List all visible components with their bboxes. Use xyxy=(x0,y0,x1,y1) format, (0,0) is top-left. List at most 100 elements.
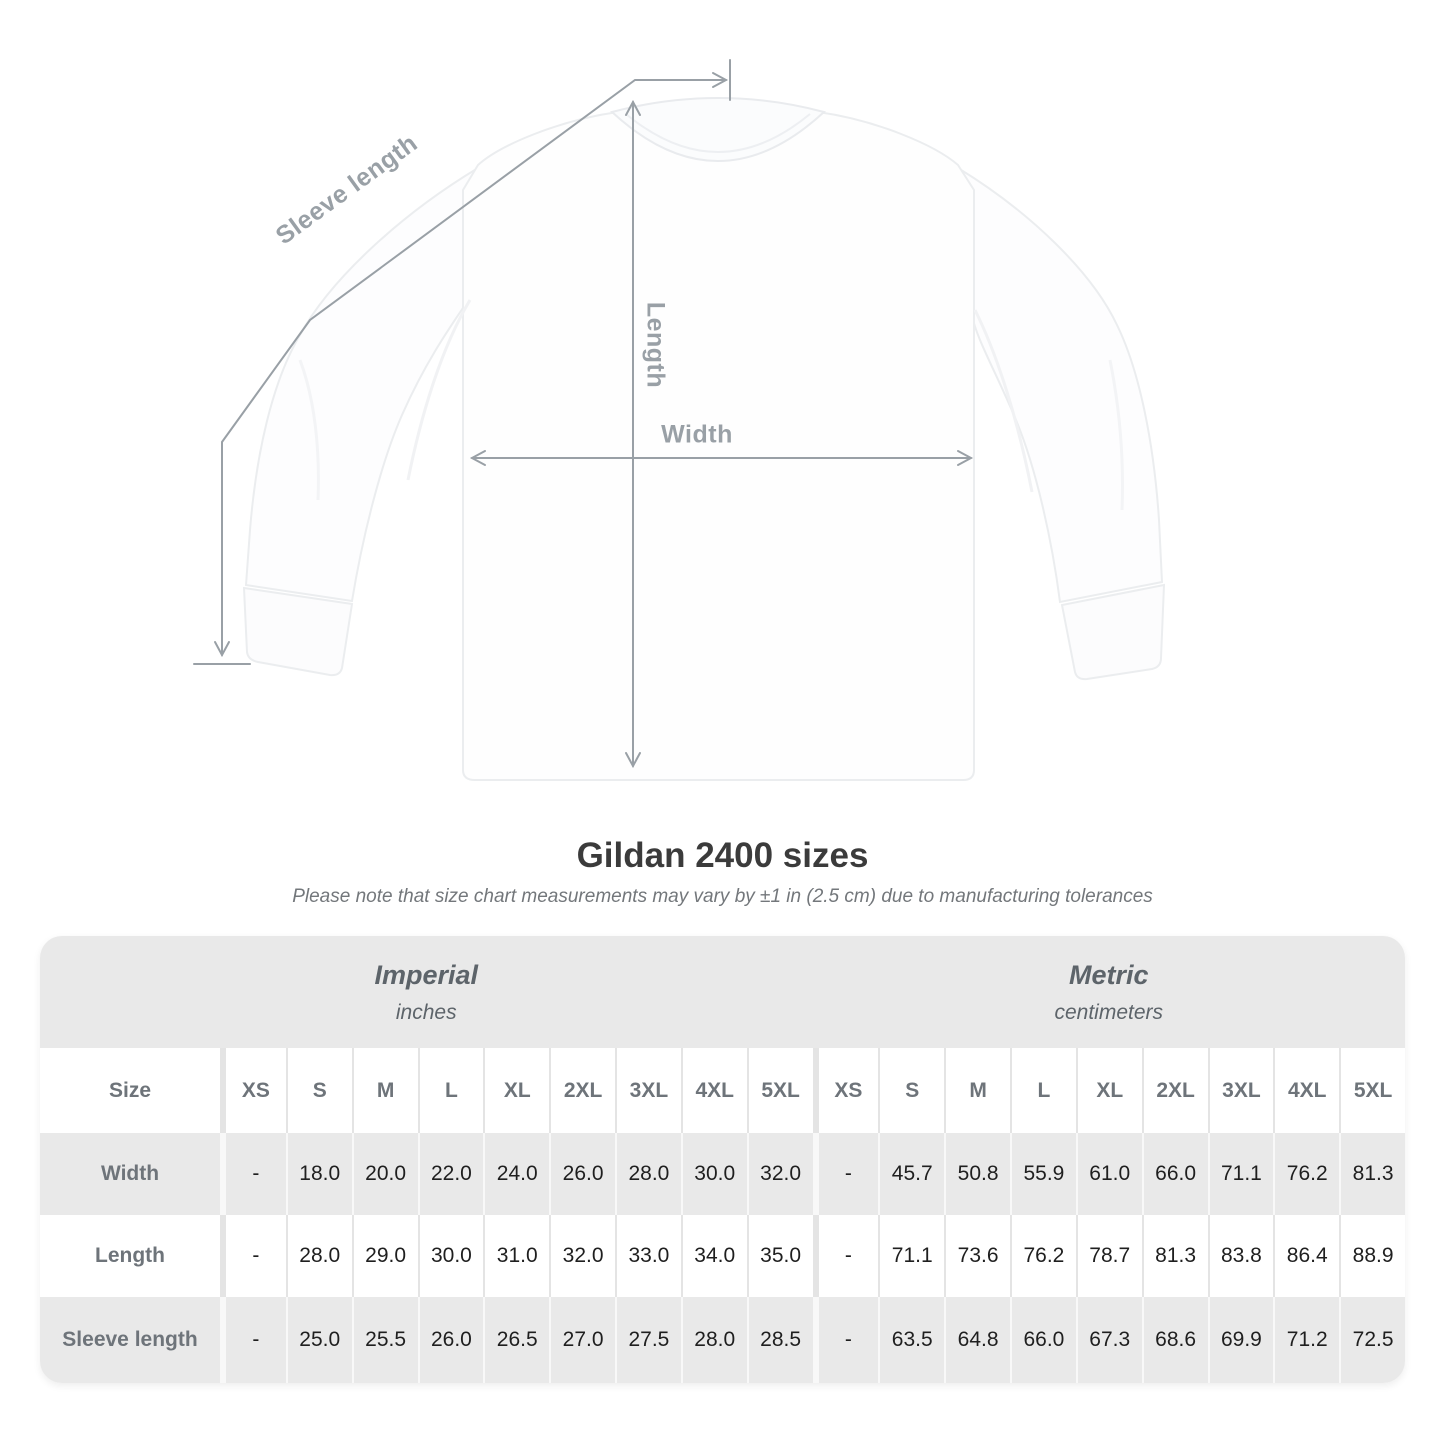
fabric-fold xyxy=(406,299,472,481)
table-cell: 28.0 xyxy=(285,1215,352,1297)
size-header: M xyxy=(944,1048,1010,1133)
table-cell: 69.9 xyxy=(1207,1297,1274,1383)
table-cell: 81.3 xyxy=(1141,1215,1208,1297)
table-cell: 26.0 xyxy=(417,1297,484,1383)
table-cell: 76.2 xyxy=(1010,1215,1076,1297)
table-cell: 86.4 xyxy=(1273,1215,1340,1297)
shirt-collar xyxy=(609,97,827,162)
size-header: M xyxy=(351,1048,418,1133)
table-cell: 71.2 xyxy=(1273,1297,1340,1383)
shirt-right-cuff xyxy=(1060,583,1166,681)
size-header: 5XL xyxy=(746,1048,813,1133)
size-header: L xyxy=(1010,1048,1076,1133)
size-header: L xyxy=(417,1048,484,1133)
table-cell: 33.0 xyxy=(615,1215,681,1297)
table-cell: 34.0 xyxy=(680,1215,747,1297)
size-header: XS xyxy=(812,1048,879,1133)
table-cell: 28.0 xyxy=(615,1133,681,1215)
table-cell: 18.0 xyxy=(285,1133,352,1215)
table-cell: 66.0 xyxy=(1010,1297,1076,1383)
size-header: XL xyxy=(483,1048,550,1133)
page-title: Gildan 2400 sizes xyxy=(576,836,869,875)
table-cell: 78.7 xyxy=(1075,1215,1142,1297)
sleeve-length-line xyxy=(221,79,727,656)
table-cell: 50.8 xyxy=(944,1133,1010,1215)
table-cell: 71.1 xyxy=(1207,1133,1274,1215)
table-cell: 64.8 xyxy=(944,1297,1010,1383)
length-arrow-up xyxy=(625,99,641,116)
table-cell: 72.5 xyxy=(1339,1297,1405,1383)
size-header: 3XL xyxy=(615,1048,681,1133)
size-header: 4XL xyxy=(1273,1048,1340,1133)
size-header: 2XL xyxy=(549,1048,615,1133)
size-header: 4XL xyxy=(680,1048,747,1133)
table-cell: 30.0 xyxy=(680,1133,747,1215)
unit-group-imperial-unit: inches xyxy=(395,1000,457,1024)
table-cell: - xyxy=(812,1215,879,1297)
table-cell: 26.5 xyxy=(483,1297,550,1383)
table-cell: 83.8 xyxy=(1207,1215,1274,1297)
table-cell: 67.3 xyxy=(1075,1297,1142,1383)
shirt-right-sleeve xyxy=(956,165,1164,604)
fabric-fold xyxy=(298,359,320,501)
size-header: 3XL xyxy=(1207,1048,1274,1133)
size-header: XL xyxy=(1075,1048,1142,1133)
unit-group-imperial: Imperial inches xyxy=(40,936,813,1048)
shirt-illustration xyxy=(193,59,1166,781)
shirt-measurement-diagram: Sleeve length Length Width xyxy=(193,59,1166,781)
unit-group-metric-name: Metric xyxy=(1068,959,1149,990)
table-cell: 20.0 xyxy=(351,1133,418,1215)
table-cell: 27.0 xyxy=(549,1297,615,1383)
table-cell: 45.7 xyxy=(878,1133,945,1215)
size-table: Imperial inches Metric centimeters Size … xyxy=(40,936,1405,1383)
row-label-width: Width xyxy=(40,1133,220,1215)
table-cell: - xyxy=(812,1133,879,1215)
unit-group-metric-unit: centimeters xyxy=(1054,1000,1164,1024)
table-cell: 22.0 xyxy=(417,1133,484,1215)
table-cell: 32.0 xyxy=(549,1215,615,1297)
table-cell: 30.0 xyxy=(417,1215,484,1297)
row-label-length: Length xyxy=(40,1215,220,1297)
length-label: Length xyxy=(641,301,670,389)
unit-group-metric: Metric centimeters xyxy=(812,936,1405,1048)
table-cell: - xyxy=(220,1297,286,1383)
fabric-fold xyxy=(973,309,1034,493)
table-cell: 55.9 xyxy=(1010,1133,1076,1215)
size-header: 5XL xyxy=(1339,1048,1405,1133)
table-cell: 68.6 xyxy=(1141,1297,1208,1383)
heading-block: Gildan 2400 sizes Please note that size … xyxy=(0,836,1445,908)
table-cell: - xyxy=(812,1297,879,1383)
table-cell: 63.5 xyxy=(878,1297,945,1383)
table-cell: 81.3 xyxy=(1339,1133,1405,1215)
table-cell: 25.5 xyxy=(351,1297,418,1383)
table-cell: 31.0 xyxy=(483,1215,550,1297)
table-cell: - xyxy=(220,1133,286,1215)
page-subtitle: Please note that size chart measurements… xyxy=(292,886,1153,907)
table-cell: 61.0 xyxy=(1075,1133,1142,1215)
size-header: S xyxy=(878,1048,945,1133)
table-cell: 35.0 xyxy=(746,1215,813,1297)
column-header-size: Size xyxy=(40,1048,220,1133)
table-cell: 66.0 xyxy=(1141,1133,1208,1215)
width-arrow-right xyxy=(957,450,974,466)
table-cell: 32.0 xyxy=(746,1133,813,1215)
table-cell: 27.5 xyxy=(615,1297,681,1383)
table-cell: - xyxy=(220,1215,286,1297)
sleeve-length-arrow-down xyxy=(214,641,230,658)
table-cell: 25.0 xyxy=(285,1297,352,1383)
table-cell: 71.1 xyxy=(878,1215,945,1297)
table-cell: 28.5 xyxy=(746,1297,813,1383)
unit-group-imperial-name: Imperial xyxy=(374,959,479,990)
shirt-left-cuff xyxy=(242,586,354,677)
table-cell: 88.9 xyxy=(1339,1215,1405,1297)
size-header: XS xyxy=(220,1048,286,1133)
shirt-left-sleeve xyxy=(244,165,480,603)
fabric-fold xyxy=(1108,359,1124,511)
width-label: Width xyxy=(661,420,733,449)
table-cell: 28.0 xyxy=(680,1297,747,1383)
size-header: S xyxy=(285,1048,352,1133)
table-cell: 26.0 xyxy=(549,1133,615,1215)
table-cell: 76.2 xyxy=(1273,1133,1340,1215)
width-arrow-left xyxy=(469,450,486,466)
sleeve-length-arrow-right xyxy=(712,72,729,88)
